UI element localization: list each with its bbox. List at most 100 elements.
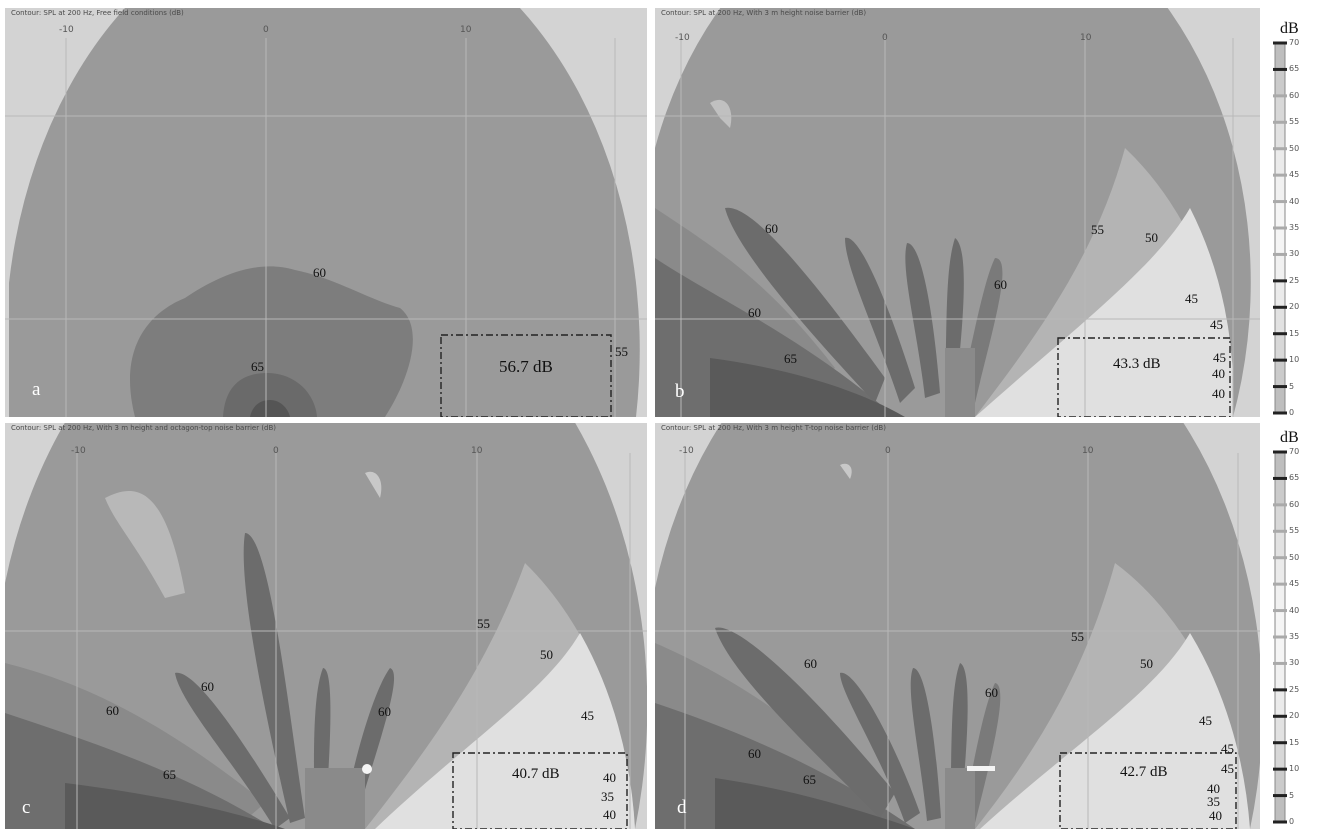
panel-letter: a: [32, 379, 41, 400]
colorbar-tick-label: 55: [1289, 117, 1300, 127]
colorbar-segment: [1275, 148, 1285, 176]
contour-label: 60: [748, 746, 761, 761]
colorbar-bottom: 70 65 60 55 50 45 40 35 30 25 20 15 10 5 0: [1271, 447, 1300, 826]
colorbar-tick-label: 30: [1289, 658, 1300, 668]
contour-label: 60: [201, 679, 214, 694]
colorbar-segment: [1275, 610, 1285, 638]
colorbar-segment: [1275, 795, 1285, 823]
contour-label: 45: [1199, 713, 1212, 728]
contour-label: 50: [540, 647, 553, 662]
colorbar-tick-label: 55: [1289, 526, 1300, 536]
colorbar-segment: [1275, 637, 1285, 664]
colorbar-tick-label: 5: [1289, 790, 1295, 800]
contour-label: 45: [1213, 350, 1226, 365]
contour-label: 60: [313, 265, 326, 280]
colorbar-segment: [1275, 742, 1285, 770]
colorbar-segment: [1275, 175, 1285, 203]
colorbar-tick-label: 30: [1289, 249, 1300, 259]
spl-value: 42.7 dB: [1120, 764, 1168, 780]
x-tick: 10: [1082, 446, 1094, 456]
panel-title: Contour: SPL at 200 Hz, Free field condi…: [11, 9, 184, 17]
colorbar-segment: [1275, 663, 1285, 691]
contour-label: 45: [1185, 291, 1198, 306]
contour-label: 40: [1212, 386, 1225, 401]
colorbar-top: 70 65 60 55 50 45 40 35 30 25 20 15 10 5 0: [1271, 38, 1300, 417]
colorbar-segment: [1275, 716, 1285, 744]
panel-title: Contour: SPL at 200 Hz, With 3 m height …: [661, 424, 886, 432]
contour-label: 35: [1207, 794, 1220, 809]
panel-letter: c: [22, 797, 31, 818]
contour-label: 40: [603, 807, 616, 822]
colorbar-segment: [1275, 557, 1285, 585]
colorbar-segment: [1275, 122, 1285, 150]
colorbar-segment: [1275, 584, 1285, 612]
colorbar-tick-label: 35: [1289, 223, 1300, 232]
colorbar-unit-bottom: dB: [1280, 429, 1299, 446]
colorbar-tick-label: 10: [1289, 764, 1300, 774]
colorbar-segment: [1275, 254, 1285, 282]
colorbar-tick-label: 5: [1289, 381, 1295, 391]
colorbar-tick-label: 0: [1289, 408, 1295, 417]
contour-label: 55: [477, 616, 490, 631]
colorbar-tick-label: 65: [1289, 64, 1300, 74]
colorbar-tick-label: 20: [1289, 711, 1300, 721]
colorbar-tick-label: 40: [1289, 196, 1300, 206]
colorbar-tick-label: 15: [1289, 328, 1300, 338]
x-tick: -10: [679, 446, 694, 456]
colorbar-segment: [1275, 452, 1285, 479]
contour-label: 55: [1091, 222, 1104, 237]
x-tick: -10: [59, 25, 74, 35]
contour-label: 60: [765, 221, 778, 236]
colorbar-tick-label: 50: [1289, 143, 1300, 153]
colorbar-segment: [1275, 307, 1285, 335]
panel-c: Contour: SPL at 200 Hz, With 3 m height …: [5, 423, 647, 829]
spl-value: 43.3 dB: [1113, 356, 1161, 372]
x-tick: 0: [263, 25, 269, 35]
contour-plot-c: [5, 423, 647, 829]
panel-letter: b: [675, 381, 685, 402]
colorbar-segment: [1275, 386, 1285, 414]
colorbar-segment: [1275, 280, 1285, 308]
contour-label: 40: [1212, 366, 1225, 381]
contour-label: 40: [603, 770, 616, 785]
panel-a: Contour: SPL at 200 Hz, Free field condi…: [5, 8, 647, 417]
x-tick: 10: [1080, 33, 1092, 43]
x-tick: 10: [460, 25, 472, 35]
contour-plot-b: [655, 8, 1260, 417]
colorbar-segment: [1275, 531, 1285, 559]
contour-label: 60: [804, 656, 817, 671]
contour-label: 45: [1221, 761, 1234, 776]
colorbar-segment: [1275, 43, 1285, 70]
colorbar-tick-label: 25: [1289, 275, 1300, 285]
x-tick: 0: [273, 446, 279, 456]
x-tick: 0: [885, 446, 891, 456]
colorbar-graphic: [1273, 450, 1287, 824]
contour-label: 55: [615, 344, 628, 359]
colorbar-tick-label: 45: [1289, 170, 1300, 180]
colorbar-segment: [1275, 333, 1285, 361]
colorbar-tick-label: 25: [1289, 684, 1300, 694]
panel-b: Contour: SPL at 200 Hz, With 3 m height …: [655, 8, 1260, 417]
x-tick: 10: [471, 446, 483, 456]
contour-label: 60: [748, 305, 761, 320]
colorbar-segment: [1275, 504, 1285, 532]
colorbar-tick-label: 45: [1289, 579, 1300, 589]
panel-d: Contour: SPL at 200 Hz, With 3 m height …: [655, 423, 1260, 829]
colorbar-tick-label: 50: [1289, 552, 1300, 562]
contour-label: 65: [251, 359, 264, 374]
contour-label: 65: [163, 767, 176, 782]
colorbar-tick-label: 15: [1289, 737, 1300, 747]
contour-label: 55: [1071, 629, 1084, 644]
contour-label: 50: [1145, 230, 1158, 245]
colorbar-tick-label: 60: [1289, 499, 1300, 509]
colorbar-unit-top: dB: [1280, 20, 1299, 37]
contour-label: 60: [378, 704, 391, 719]
contour-label: 40: [1207, 781, 1220, 796]
colorbar-segment: [1275, 478, 1285, 506]
colorbar-tick-label: 70: [1289, 38, 1300, 47]
colorbar-tick-label: 60: [1289, 90, 1300, 100]
colorbar-tick-label: 0: [1289, 817, 1295, 826]
contour-label: 50: [1140, 656, 1153, 671]
colorbar-segment: [1275, 201, 1285, 229]
colorbar-segment: [1275, 769, 1285, 797]
